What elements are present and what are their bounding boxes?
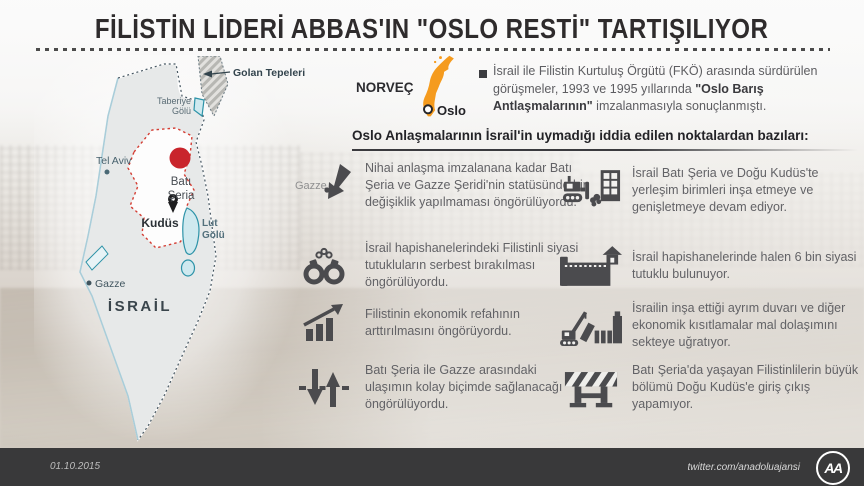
lut-lake (182, 207, 200, 255)
list-item: Gazze Nihai anlaşma imzalanana kadar Bat… (293, 160, 587, 211)
item-text: Batı Şeria ile Gazze arasındaki ulaşımın… (365, 363, 563, 411)
list-item: Batı Şeria'da yaşayan Filistinlilerin bü… (560, 362, 862, 413)
footer-date: 01.10.2015 (50, 461, 101, 472)
two-way-transit-icon (293, 366, 355, 410)
gazze-pointer-icon: Gazze (293, 162, 355, 210)
golan-hatched-area (197, 56, 229, 118)
label-taberiye-1: Taberiye (157, 96, 191, 106)
label-bati-seria-1: Batı (171, 176, 191, 188)
label-israil: İSRAİL (108, 298, 172, 315)
item-text: Nihai anlaşma imzalanana kadar Batı Şeri… (365, 161, 587, 209)
norway-label: NORVEÇ (356, 80, 414, 95)
prison-wall-icon (560, 243, 622, 288)
norway-map-icon (423, 55, 454, 117)
list-item: Batı Şeria ile Gazze arasındaki ulaşımın… (293, 362, 587, 413)
dotted-border (117, 63, 217, 441)
coastline (79, 77, 139, 441)
lut-lake-south (180, 259, 196, 277)
list-item: İsrail hapishanelerindeki Filistinli siy… (293, 240, 587, 291)
intro-text-bold: "Oslo Barış Antlaşmalarının" (493, 81, 764, 114)
economic-growth-icon (293, 303, 355, 343)
label-taberiye-2: Gölü (172, 106, 191, 116)
list-item: Filistinin ekonomik refahının arttırılma… (293, 303, 587, 343)
item-text: İsrail hapishanelerindeki Filistinli siy… (365, 241, 579, 289)
golan-arrow-icon (203, 70, 231, 78)
separation-wall-crane-icon (560, 304, 622, 348)
label-lut-2: Gölü (202, 230, 225, 241)
aa-logo-text: AA (824, 460, 843, 476)
israel-map: Golan Tepeleri Taberiye Gölü Tel Aviv Ba… (79, 56, 305, 442)
label-tel-aviv: Tel Aviv (96, 155, 132, 167)
anadolu-agency-logo-icon: AA (816, 451, 850, 485)
list-item: İsrail Batı Şeria ve Doğu Kudüs'te yerle… (560, 165, 862, 216)
footer-twitter-handle: twitter.com/anadoluajansi (687, 462, 800, 473)
page-title: FİLİSTİN LİDERİ ABBAS'IN "OSLO RESTİ" TA… (95, 13, 769, 44)
gaza-strip-shape (85, 245, 109, 271)
oslo-label: Oslo (437, 103, 466, 118)
tel-aviv-dot (104, 169, 110, 175)
item-text: Batı Şeria'da yaşayan Filistinlilerin bü… (632, 363, 859, 411)
kudus-pin-icon (168, 194, 178, 213)
item-text: İsrail Batı Şeria ve Doğu Kudüs'te yerle… (632, 166, 819, 214)
label-kudus: Kudüs (141, 216, 179, 230)
bullet-square-icon (479, 70, 487, 78)
footer-bar: 01.10.2015 twitter.com/anadoluajansi AA (0, 448, 864, 486)
gazze-icon-label: Gazze (295, 180, 327, 192)
intro-text-2: imzalanmasıyla sonuçlanmıştı. (592, 99, 767, 113)
roadblock-barrier-icon (560, 366, 622, 409)
list-item: İsrail hapishanelerinde halen 6 bin siya… (560, 243, 862, 288)
section-underline (352, 149, 858, 151)
title-dotted-divider (36, 48, 830, 51)
label-lut-1: Lut (202, 218, 218, 229)
west-bank-red-marker (169, 147, 191, 169)
intro-paragraph: İsrail ile Filistin Kurtuluş Örgütü (FKÖ… (493, 63, 849, 116)
item-text: İsrailin inşa ettiği ayrım duvarı ve diğ… (632, 301, 846, 349)
item-text: İsrail hapishanelerinde halen 6 bin siya… (632, 249, 857, 281)
label-gazze: Gazze (95, 278, 126, 290)
taberiye-lake (193, 97, 205, 118)
construction-bulldozer-icon (560, 168, 622, 213)
label-golan: Golan Tepeleri (233, 67, 305, 79)
gazze-dot (86, 280, 92, 286)
list-item: İsrailin inşa ettiği ayrım duvarı ve diğ… (560, 300, 862, 351)
label-bati-seria-2: Şeria (168, 190, 195, 202)
section-heading: Oslo Anlaşmalarının İsrail'in uymadığı i… (352, 128, 809, 143)
intro-text-1: İsrail ile Filistin Kurtuluş Örgütü (FKÖ… (493, 64, 818, 96)
handcuffs-icon (293, 244, 355, 288)
oslo-marker-icon (423, 104, 433, 115)
item-text: Filistinin ekonomik refahının arttırılma… (365, 307, 520, 338)
